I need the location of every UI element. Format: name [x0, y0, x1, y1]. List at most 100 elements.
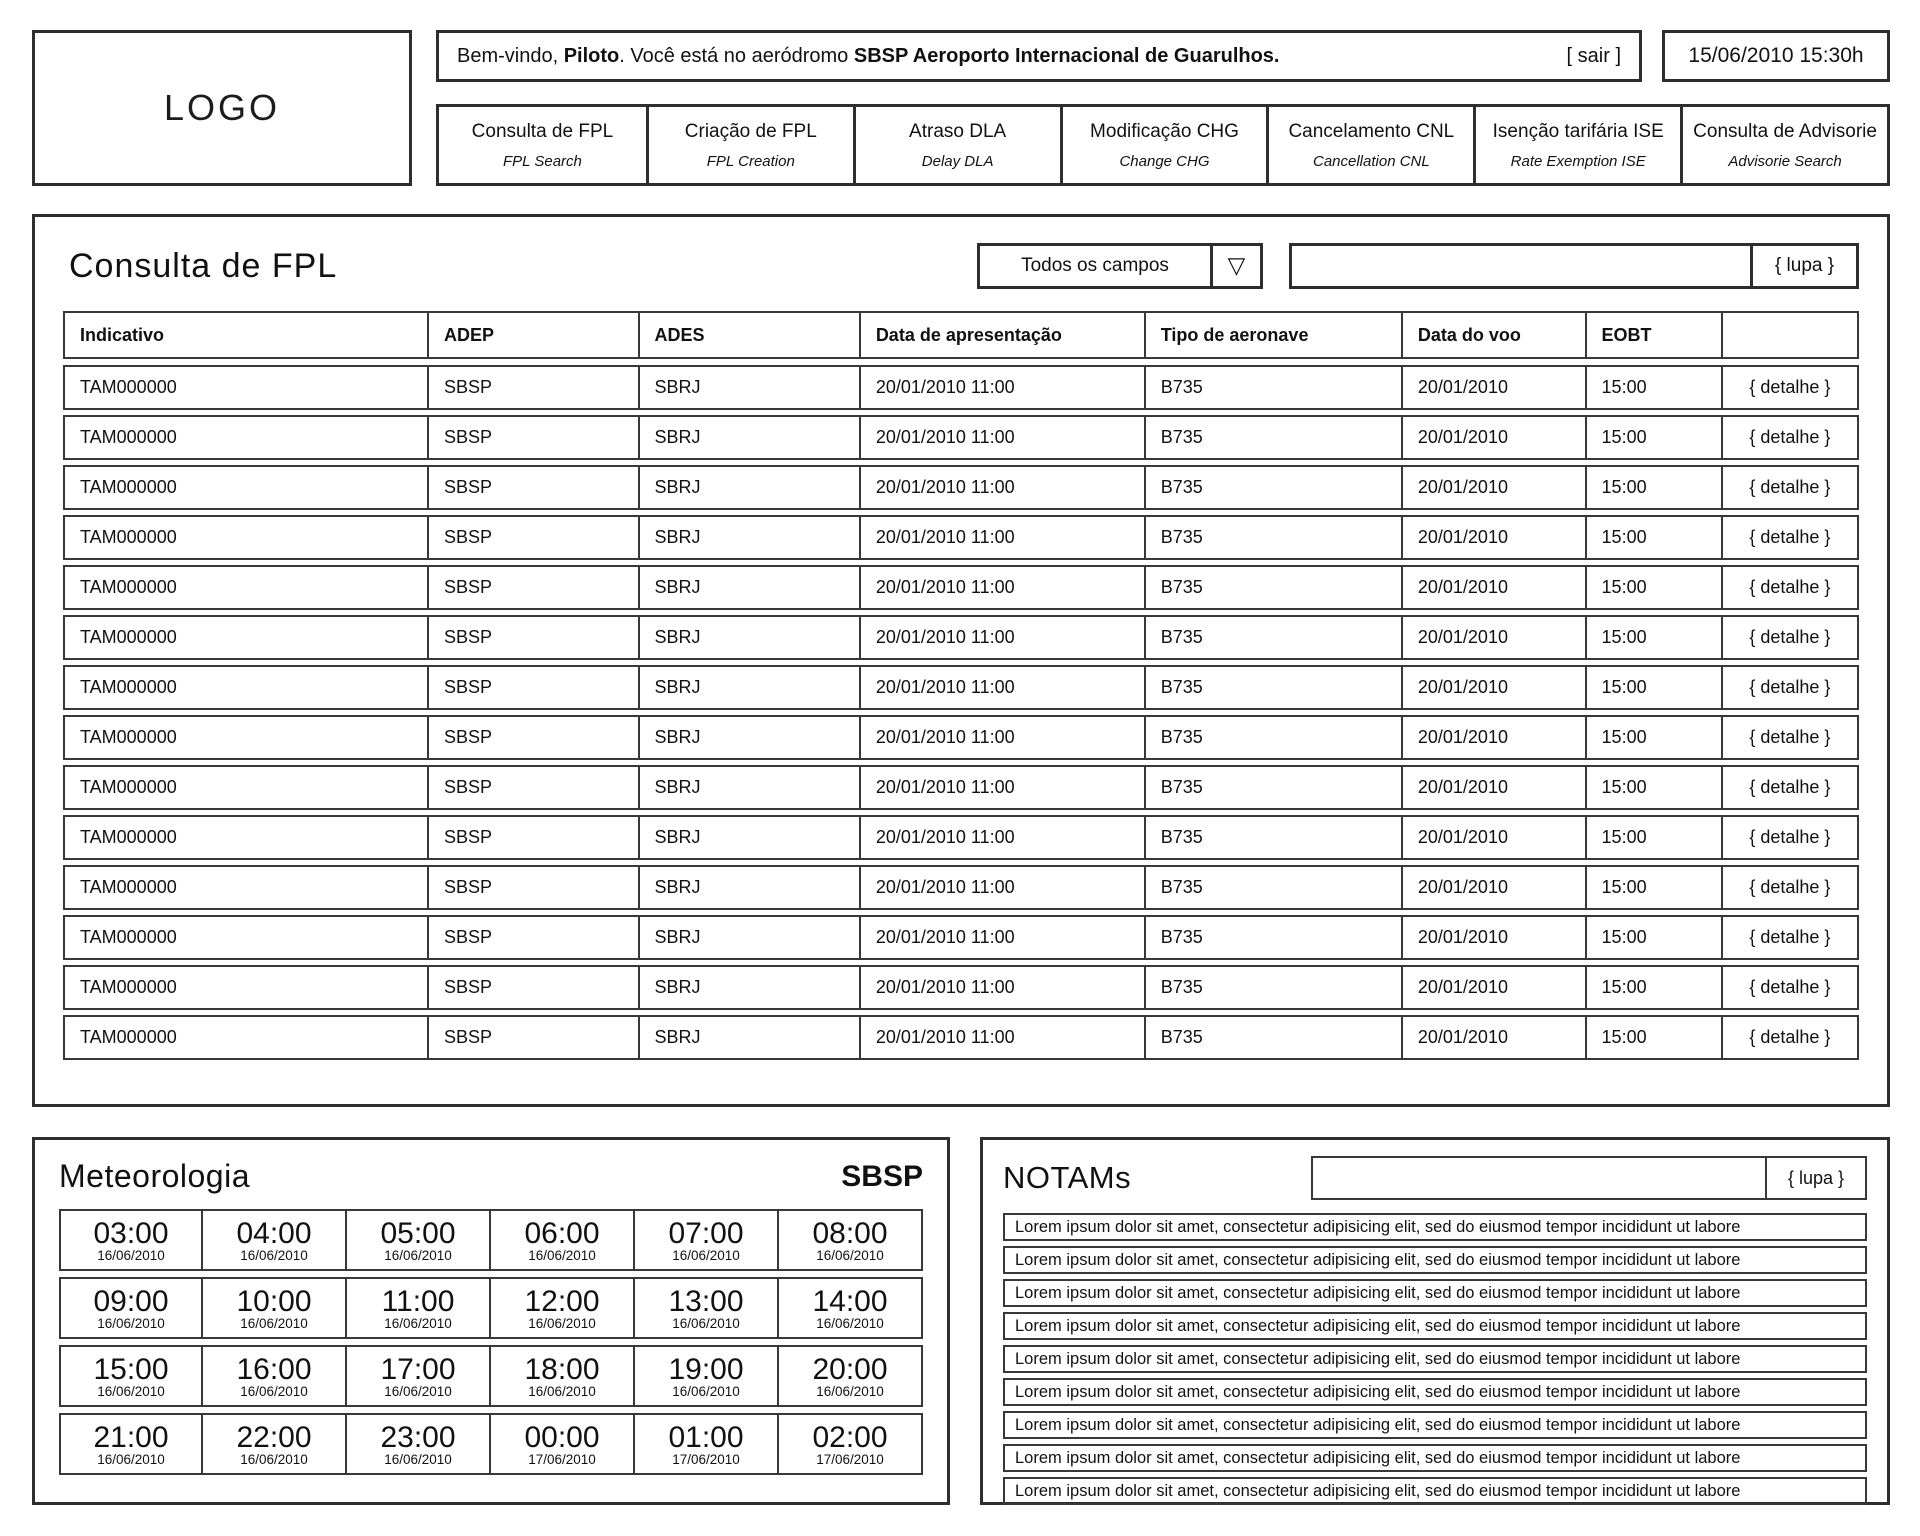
cell-data-apresentacao: 20/01/2010 11:00 [858, 767, 1144, 808]
meteo-time-cell: 17:00 16/06/2010 [347, 1345, 491, 1407]
notams-panel: NOTAMs { lupa } Lorem ipsum dolor sit am… [980, 1137, 1890, 1505]
table-row: TAM000000 SBSP SBRJ 20/01/2010 11:00 B73… [63, 865, 1859, 910]
meteo-date: 16/06/2010 [528, 1248, 596, 1264]
detail-button[interactable]: { detalhe } [1720, 667, 1857, 708]
detail-button[interactable]: { detalhe } [1720, 1017, 1857, 1058]
cell-adep: SBSP [426, 767, 638, 808]
cell-data-voo: 20/01/2010 [1400, 717, 1585, 758]
notams-search-button[interactable]: { lupa } [1765, 1158, 1865, 1198]
meteo-time: 09:00 [93, 1284, 169, 1318]
notam-list-item: Lorem ipsum dolor sit amet, consectetur … [1003, 1312, 1867, 1340]
meteo-time-cell: 22:00 16/06/2010 [203, 1413, 347, 1475]
fpl-search-panel: Consulta de FPL Todos os campos ▽ { lupa… [32, 214, 1890, 1107]
chevron-down-icon[interactable]: ▽ [1210, 246, 1260, 286]
fpl-search-input[interactable] [1292, 246, 1750, 286]
cell-ades: SBRJ [637, 817, 859, 858]
detail-button[interactable]: { detalhe } [1720, 517, 1857, 558]
col-header-data-apresentacao: Data de apresentação [858, 313, 1144, 357]
welcome-message: Bem-vindo, Piloto. Você está no aeródrom… [457, 45, 1553, 68]
detail-button[interactable]: { detalhe } [1720, 967, 1857, 1008]
top-right: Bem-vindo, Piloto. Você está no aeródrom… [436, 30, 1890, 186]
meteo-time-cell: 18:00 16/06/2010 [491, 1345, 635, 1407]
welcome-prefix: Bem-vindo, [457, 44, 564, 67]
meteo-date: 16/06/2010 [816, 1316, 884, 1332]
cell-ades: SBRJ [637, 667, 859, 708]
nav-item[interactable]: Consulta de FPL FPL Search [439, 107, 646, 183]
welcome-user: Piloto [563, 44, 620, 67]
table-row: TAM000000 SBSP SBRJ 20/01/2010 11:00 B73… [63, 465, 1859, 510]
detail-button[interactable]: { detalhe } [1720, 367, 1857, 408]
cell-indicativo: TAM000000 [80, 927, 177, 947]
logout-button[interactable]: [ sair ] [1566, 44, 1621, 67]
notams-search-input[interactable] [1313, 1158, 1765, 1198]
notam-list-item: Lorem ipsum dolor sit amet, consectetur … [1003, 1345, 1867, 1373]
detail-button[interactable]: { detalhe } [1720, 867, 1857, 908]
col-header-data-voo: Data do voo [1400, 313, 1585, 357]
cell-indicativo: TAM000000 [80, 877, 177, 897]
nav-item[interactable]: Atraso DLA Delay DLA [852, 107, 1060, 183]
cell-data-apresentacao: 20/01/2010 11:00 [858, 667, 1144, 708]
cell-tipo-aeronave: B735 [1143, 717, 1401, 758]
meteo-date: 16/06/2010 [240, 1316, 308, 1332]
meteo-time: 19:00 [668, 1352, 744, 1386]
cell-eobt: 15:00 [1584, 717, 1721, 758]
cell-eobt: 15:00 [1584, 967, 1721, 1008]
col-header-ades: ADES [637, 313, 859, 357]
nav-item-sublabel: Change CHG [1119, 152, 1210, 170]
meteo-time-cell: 06:00 16/06/2010 [491, 1209, 635, 1271]
meteo-time-cell: 08:00 16/06/2010 [779, 1209, 923, 1271]
notam-list-item: Lorem ipsum dolor sit amet, consectetur … [1003, 1246, 1867, 1274]
detail-button[interactable]: { detalhe } [1720, 467, 1857, 508]
cell-indicativo: TAM000000 [80, 427, 177, 447]
cell-data-apresentacao: 20/01/2010 11:00 [858, 517, 1144, 558]
meteo-date: 16/06/2010 [97, 1248, 165, 1264]
welcome-bar: Bem-vindo, Piloto. Você está no aeródrom… [436, 30, 1642, 82]
nav-item[interactable]: Consulta de Advisorie Advisorie Search [1680, 107, 1887, 183]
nav-item-sublabel: Delay DLA [921, 152, 994, 170]
cell-indicativo: TAM000000 [80, 627, 177, 647]
detail-button[interactable]: { detalhe } [1720, 617, 1857, 658]
cell-data-apresentacao: 20/01/2010 11:00 [858, 817, 1144, 858]
cell-eobt: 15:00 [1584, 367, 1721, 408]
nav-item[interactable]: Cancelamento CNL Cancellation CNL [1266, 107, 1473, 183]
cell-indicativo: TAM000000 [80, 827, 177, 847]
cell-tipo-aeronave: B735 [1143, 767, 1401, 808]
detail-button[interactable]: { detalhe } [1720, 817, 1857, 858]
cell-data-voo: 20/01/2010 [1400, 817, 1585, 858]
meteo-date: 16/06/2010 [384, 1248, 452, 1264]
cell-ades: SBRJ [637, 867, 859, 908]
nav-item-label: Cancelamento CNL [1288, 121, 1455, 143]
table-row: TAM000000 SBSP SBRJ 20/01/2010 11:00 B73… [63, 565, 1859, 610]
notams-search-box: { lupa } [1311, 1156, 1867, 1200]
fpl-search-header: Consulta de FPL Todos os campos ▽ { lupa… [63, 243, 1859, 289]
detail-button[interactable]: { detalhe } [1720, 767, 1857, 808]
meteo-time: 12:00 [524, 1284, 600, 1318]
nav-item[interactable]: Isenção tarifária ISE Rate Exemption ISE [1473, 107, 1680, 183]
cell-adep: SBSP [426, 467, 638, 508]
cell-tipo-aeronave: B735 [1143, 917, 1401, 958]
detail-button[interactable]: { detalhe } [1720, 567, 1857, 608]
meteo-date: 16/06/2010 [672, 1384, 740, 1400]
fpl-search-button[interactable]: { lupa } [1750, 246, 1856, 286]
nav-item-label: Atraso DLA [909, 121, 1007, 143]
cell-data-voo: 20/01/2010 [1400, 917, 1585, 958]
table-row: TAM000000 SBSP SBRJ 20/01/2010 11:00 B73… [63, 1015, 1859, 1060]
meteo-date: 17/06/2010 [816, 1452, 884, 1468]
meteo-time: 16:00 [236, 1352, 312, 1386]
detail-button[interactable]: { detalhe } [1720, 917, 1857, 958]
detail-button[interactable]: { detalhe } [1720, 717, 1857, 758]
cell-data-apresentacao: 20/01/2010 11:00 [858, 417, 1144, 458]
cell-data-voo: 20/01/2010 [1400, 667, 1585, 708]
meteorologia-grid: 03:00 16/06/2010 04:00 16/06/2010 05:00 … [59, 1209, 923, 1475]
meteo-time: 07:00 [668, 1216, 744, 1250]
cell-tipo-aeronave: B735 [1143, 467, 1401, 508]
detail-button[interactable]: { detalhe } [1720, 417, 1857, 458]
field-filter-dropdown[interactable]: Todos os campos ▽ [977, 243, 1263, 289]
nav-item[interactable]: Criação de FPL FPL Creation [645, 107, 853, 183]
meteo-date: 16/06/2010 [97, 1316, 165, 1332]
meteo-date: 16/06/2010 [384, 1384, 452, 1400]
cell-adep: SBSP [426, 567, 638, 608]
meteo-time: 17:00 [380, 1352, 456, 1386]
logo: LOGO [32, 30, 412, 186]
nav-item[interactable]: Modificação CHG Change CHG [1059, 107, 1267, 183]
